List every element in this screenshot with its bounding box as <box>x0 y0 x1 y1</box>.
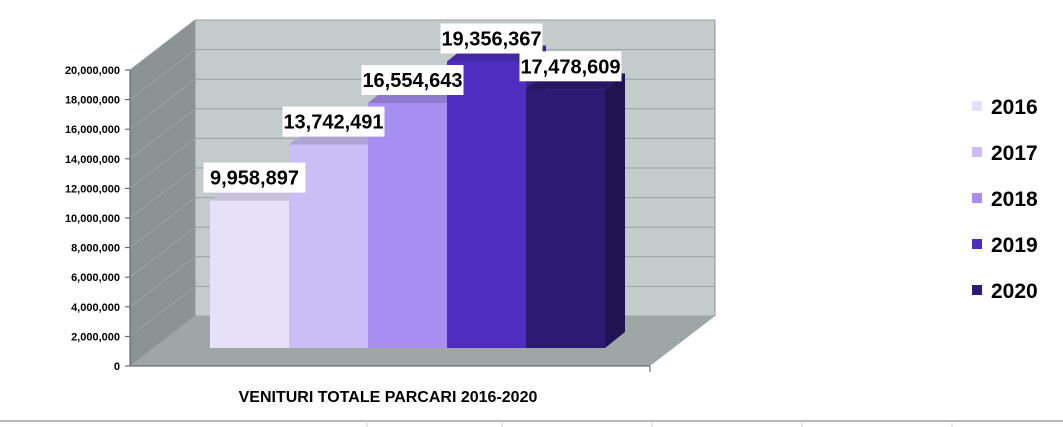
data-label-2017: 13,742,491 <box>282 106 385 137</box>
y-tick-label: 0 <box>114 361 120 373</box>
legend-swatch <box>972 239 982 249</box>
legend-item-2016: 2016 <box>972 96 1038 119</box>
legend-item-2017: 2017 <box>972 142 1038 165</box>
data-label-text: 19,356,367 <box>441 29 541 51</box>
gridline-side <box>129 315 196 367</box>
y-tick-label: 16,000,000 <box>65 124 120 136</box>
data-label-text: 16,554,643 <box>362 70 462 92</box>
bar-front <box>368 102 447 348</box>
legend-item-2018: 2018 <box>972 188 1038 211</box>
gridline-side <box>129 256 196 308</box>
legend-swatch <box>972 193 982 203</box>
data-label-box <box>361 64 464 95</box>
gridline-side <box>129 19 196 71</box>
bar-2020 <box>526 73 625 348</box>
bar-front <box>210 200 289 348</box>
gridline-side <box>129 167 196 219</box>
legend-label: 2019 <box>991 234 1038 257</box>
data-label-box <box>203 162 306 193</box>
legend-swatch <box>972 147 982 157</box>
y-tick-label: 20,000,000 <box>65 65 120 77</box>
gridline-side <box>129 108 196 160</box>
legend-label: 2018 <box>991 188 1038 211</box>
gridline-side <box>129 197 196 248</box>
legend-swatch <box>972 101 982 111</box>
data-label-2018: 16,554,643 <box>361 64 464 95</box>
data-label-text: 9,958,897 <box>210 168 299 190</box>
legend-label: 2016 <box>991 96 1038 119</box>
data-label-2020: 17,478,609 <box>519 51 622 82</box>
data-labels: 9,958,897 13,742,491 16,554,643 19,356,367 1… <box>203 23 622 193</box>
gridline-side <box>129 78 196 130</box>
bottom-border <box>0 420 1063 427</box>
y-tick-label: 14,000,000 <box>65 154 120 166</box>
legend-swatch <box>972 285 982 295</box>
data-label-box <box>282 106 385 137</box>
y-tick-label: 18,000,000 <box>65 95 120 107</box>
data-label-text: 13,742,491 <box>283 112 383 134</box>
y-tick-label: 10,000,000 <box>65 213 120 225</box>
gridline-side <box>129 49 196 100</box>
gridline-side <box>129 286 196 337</box>
y-tick-label: 4,000,000 <box>71 302 120 314</box>
y-tick-label: 6,000,000 <box>71 272 120 284</box>
x-category-label: VENITURI TOTALE PARCARI 2016-2020 <box>239 389 538 406</box>
legend: 2016 2017 2018 2019 2020 <box>972 96 1038 303</box>
y-tick-label: 8,000,000 <box>71 243 120 255</box>
gridline-side <box>129 138 196 189</box>
data-label-2016: 9,958,897 <box>203 162 306 193</box>
data-label-box <box>519 51 622 82</box>
data-label-text: 17,478,609 <box>520 56 620 78</box>
bar-side <box>605 73 625 348</box>
bar-front <box>526 89 605 348</box>
y-tick-label: 12,000,000 <box>65 183 120 195</box>
gridline-side <box>129 226 196 278</box>
legend-label: 2020 <box>991 280 1038 303</box>
data-label-2019: 19,356,367 <box>440 23 543 54</box>
y-tick-label: 2,000,000 <box>71 331 120 343</box>
data-label-box <box>440 23 543 54</box>
legend-item-2019: 2019 <box>972 234 1038 257</box>
y-axis: 0 2,000,000 4,000,000 6,000,000 8,000,000 10,… <box>65 65 651 373</box>
bar-front <box>447 61 526 349</box>
legend-label: 2017 <box>991 142 1038 165</box>
legend-item-2020: 2020 <box>972 280 1038 303</box>
